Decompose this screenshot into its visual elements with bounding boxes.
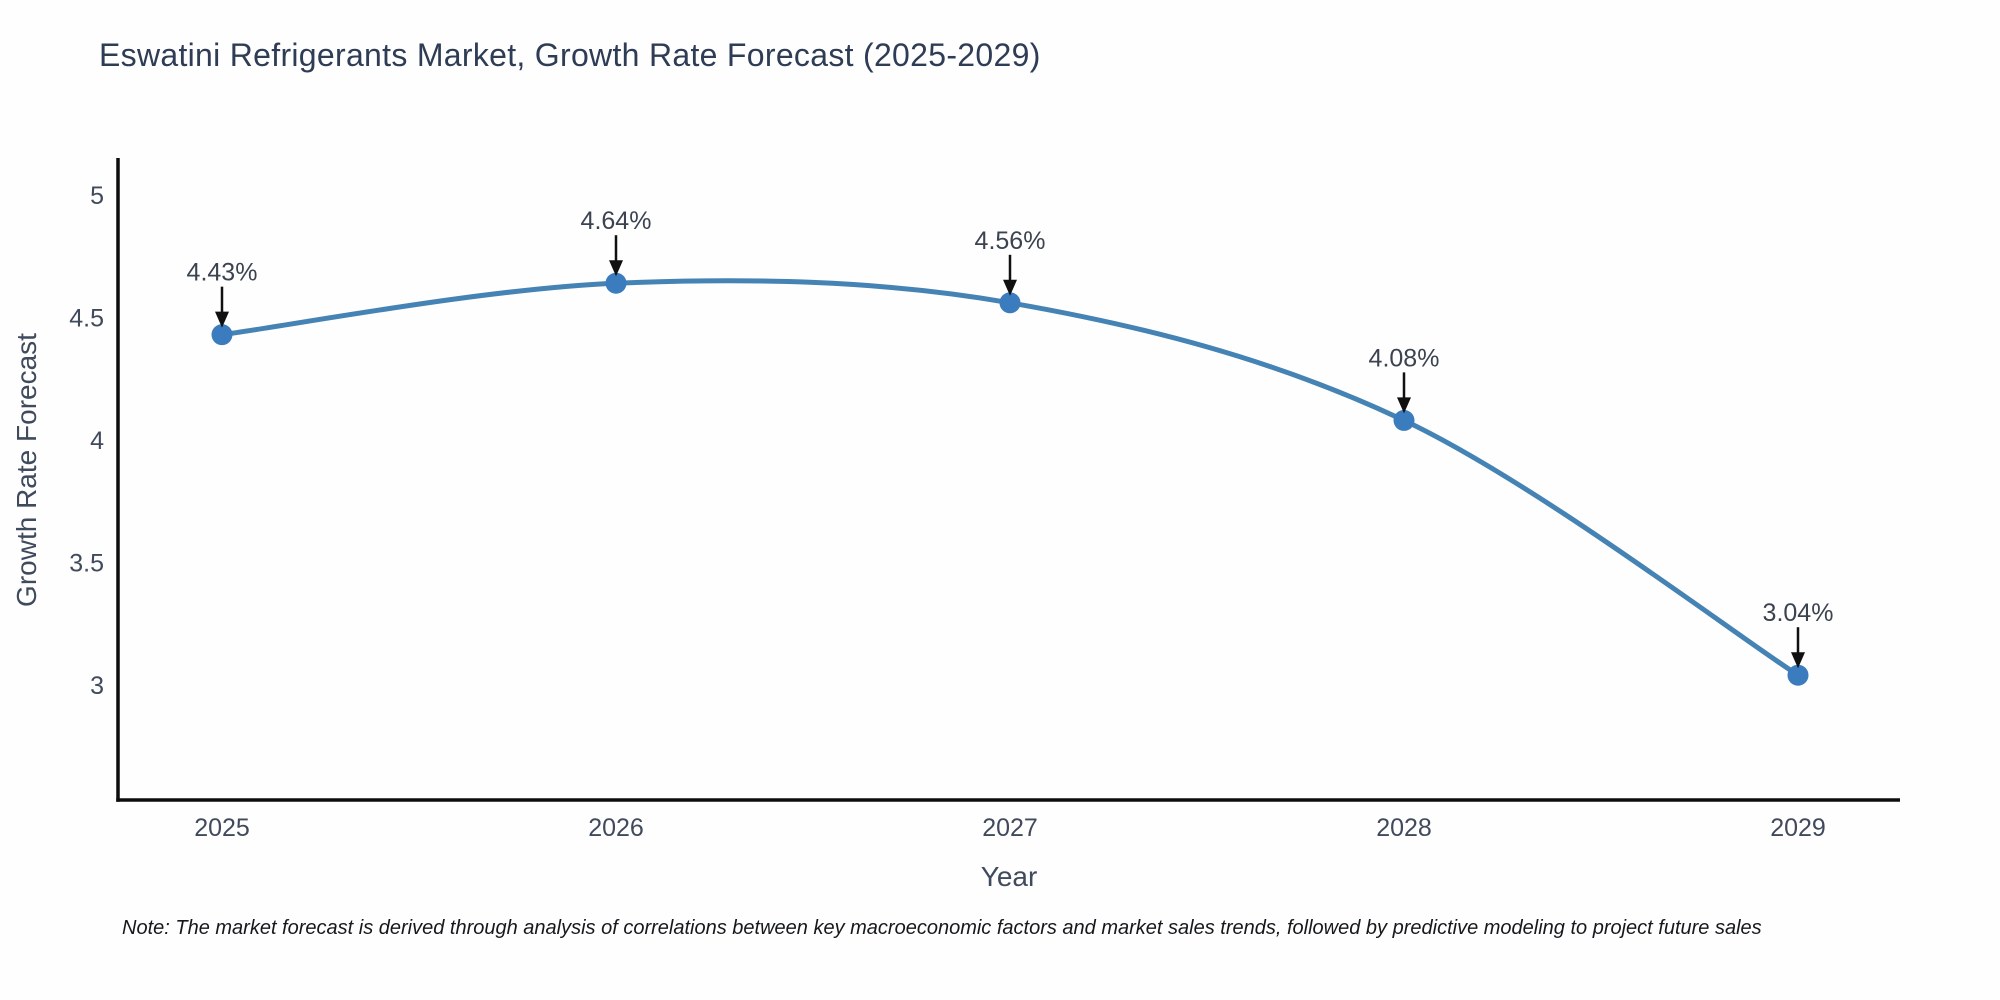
annotation-arrow-head: [1003, 279, 1017, 296]
data-point-marker: [605, 272, 627, 294]
data-point-marker: [1393, 409, 1415, 431]
x-axis-title: Year: [980, 861, 1038, 892]
annotation-arrow-head: [609, 260, 623, 277]
x-tick-label: 2027: [982, 814, 1038, 842]
data-point-label: 4.56%: [975, 227, 1046, 255]
data-point-label: 3.04%: [1763, 599, 1834, 627]
data-point-label: 4.08%: [1369, 344, 1440, 372]
annotation-arrow-head: [1397, 397, 1411, 414]
data-point-marker: [999, 292, 1021, 314]
annotation-arrow-head: [215, 311, 229, 328]
x-tick-label: 2025: [194, 814, 250, 842]
y-tick-label: 4.5: [69, 305, 104, 333]
chart-title: Eswatini Refrigerants Market, Growth Rat…: [99, 37, 1041, 73]
y-tick-label: 5: [90, 182, 104, 210]
y-tick-label: 3: [90, 672, 104, 700]
x-tick-label: 2028: [1376, 814, 1432, 842]
x-tick-label: 2029: [1770, 814, 1826, 842]
y-tick-label: 4: [90, 427, 104, 455]
data-point-label: 4.43%: [187, 259, 258, 287]
data-point-label: 4.64%: [581, 207, 652, 235]
data-point-marker: [1787, 664, 1809, 686]
x-tick-label: 2026: [588, 814, 644, 842]
trend-line: [219, 278, 1801, 678]
data-point-marker: [211, 324, 233, 346]
y-tick-label: 3.5: [69, 550, 104, 578]
footnote: Note: The market forecast is derived thr…: [122, 917, 1762, 939]
y-axis-title: Growth Rate Forecast: [11, 333, 42, 607]
annotation-arrow-head: [1791, 652, 1805, 669]
